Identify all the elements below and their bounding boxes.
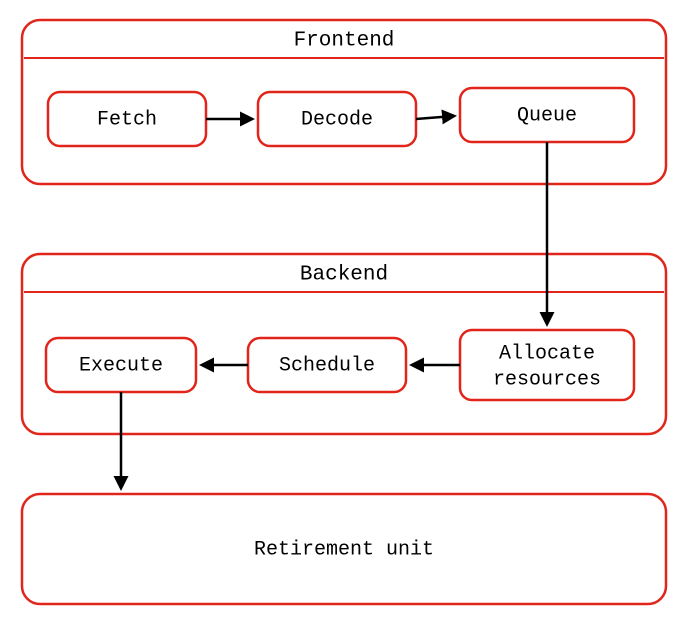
execute-label: Execute (79, 354, 163, 377)
edge-decode-queue (416, 116, 454, 119)
backend-label: Backend (300, 264, 388, 287)
retirement-label: Retirement unit (254, 538, 434, 561)
schedule-label: Schedule (279, 354, 375, 377)
fetch-label: Fetch (97, 108, 157, 131)
queue-label: Queue (517, 104, 577, 127)
frontend-label: Frontend (294, 30, 395, 53)
decode-label: Decode (301, 108, 373, 131)
allocate-label-1: Allocate (499, 342, 595, 365)
pipeline-diagram: Frontend Backend Retirement unit Fetch Decod… (0, 0, 695, 631)
allocate-label-2: resources (493, 368, 601, 391)
